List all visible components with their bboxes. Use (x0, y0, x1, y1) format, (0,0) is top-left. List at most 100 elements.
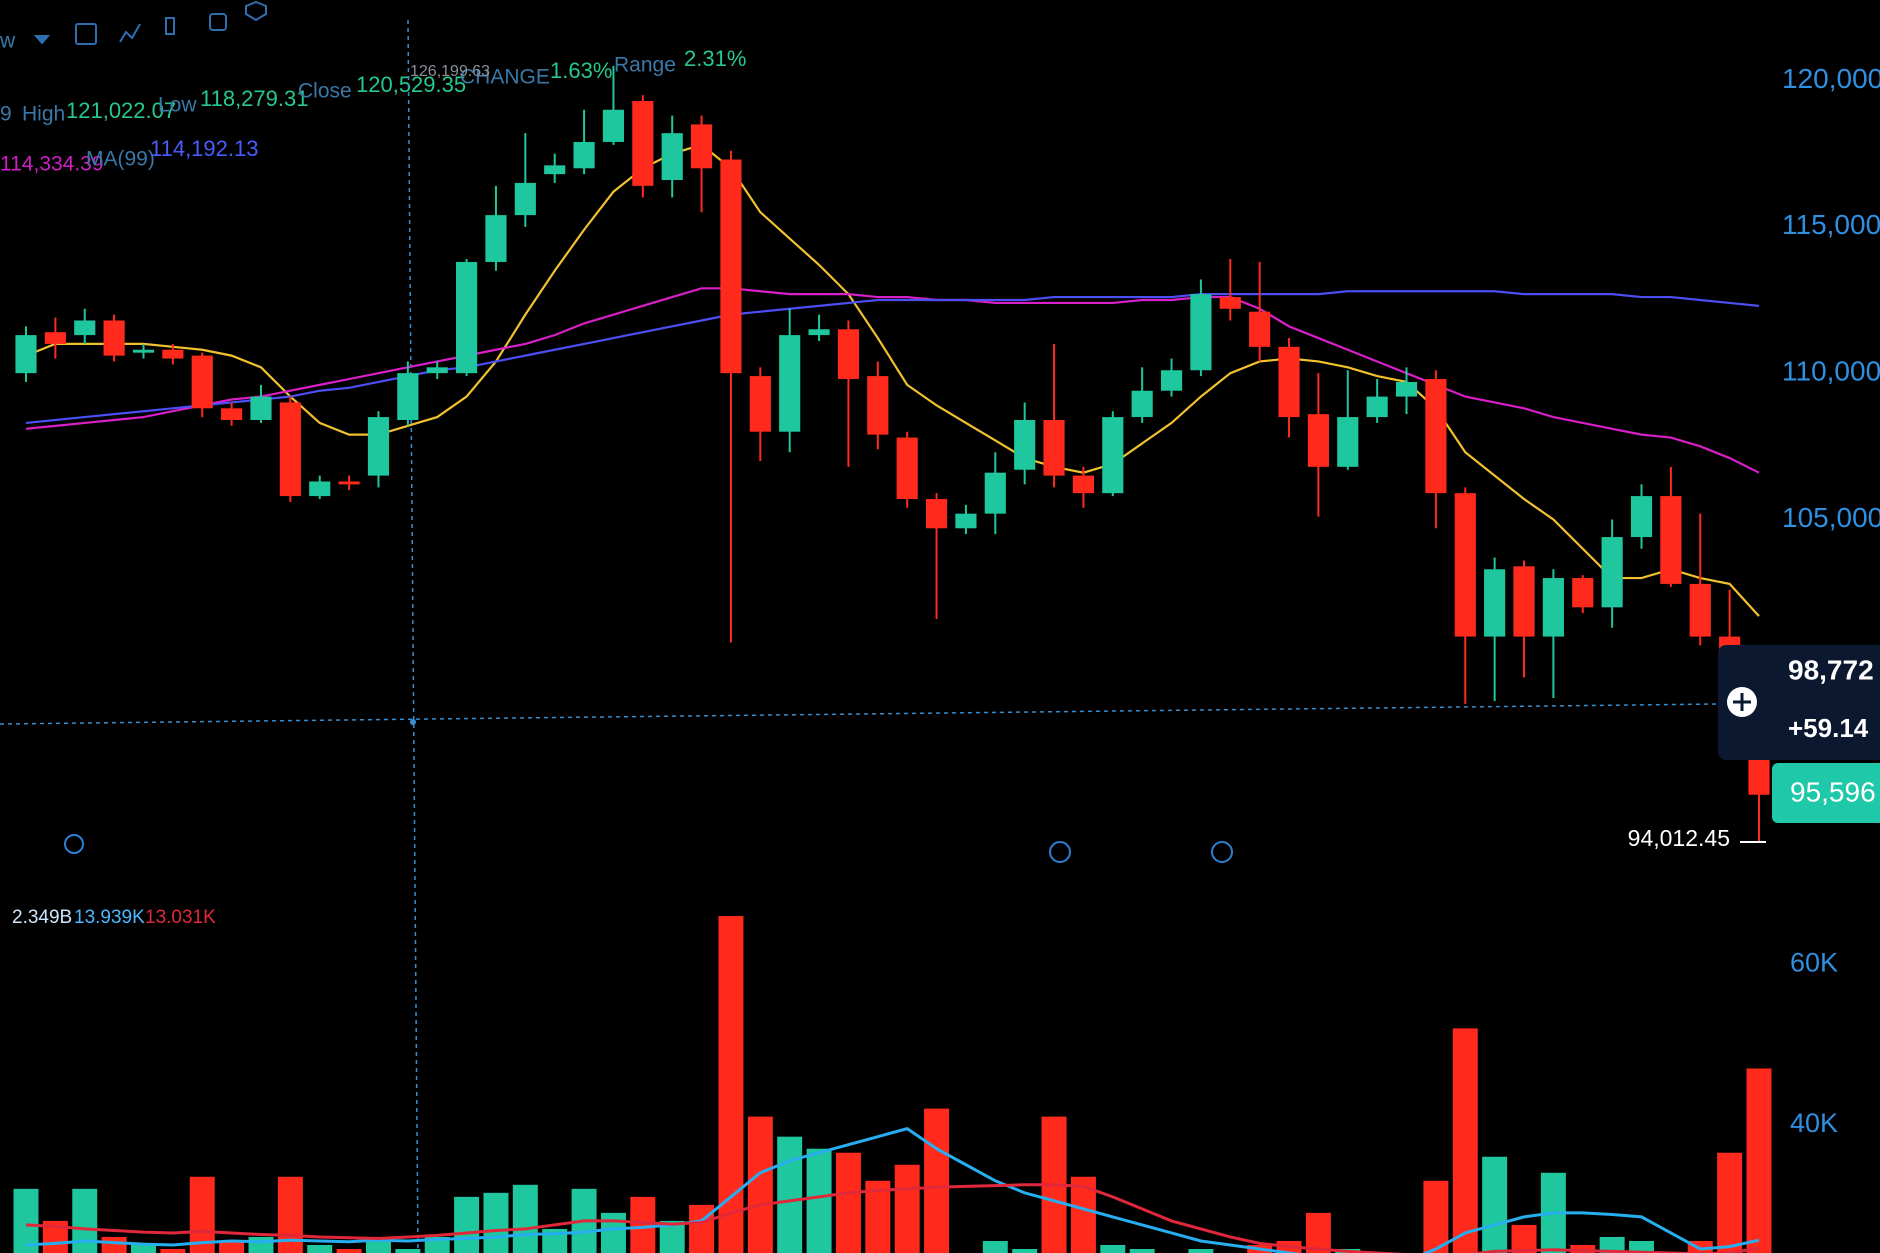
candle-body (1513, 566, 1535, 637)
volume-ma1: 13.939K (74, 907, 145, 928)
volume-bar (454, 1196, 480, 1253)
candle-body (250, 396, 272, 420)
low-label: Low (158, 94, 197, 117)
crosshair-dot (410, 719, 416, 725)
crosshair-price: 98,772 (1788, 654, 1874, 685)
candle-body (984, 472, 1006, 514)
volume-bar (365, 1240, 391, 1253)
candle-body (632, 100, 654, 186)
volume-bar (131, 1244, 156, 1253)
dropdown-arrow[interactable] (33, 35, 51, 45)
volume-panel (13, 916, 1772, 1253)
candle-body (279, 402, 301, 497)
candle-body (1542, 578, 1564, 637)
volume-bar (160, 1248, 186, 1253)
candle-body (1689, 583, 1711, 637)
volume-bar (924, 1108, 950, 1253)
moving-average-line (25, 287, 1760, 474)
candle-icon[interactable] (165, 17, 175, 35)
event-icon[interactable] (1049, 841, 1071, 863)
toolbar: w (0, 0, 267, 53)
volume-bar (219, 1240, 245, 1253)
ma25-value: 114,334.39 (0, 153, 104, 176)
calendar-icon[interactable] (75, 23, 97, 45)
candle-body (1219, 297, 1241, 309)
low-value: 118,279.31 (200, 86, 308, 111)
candle-body (1572, 578, 1594, 608)
volume-bar (483, 1192, 509, 1253)
candle-body (191, 355, 213, 409)
volume-bar (1599, 1236, 1625, 1253)
ma99-label: MA(99) (86, 148, 155, 171)
volume-bar (1012, 1248, 1038, 1253)
candle-body (808, 329, 830, 336)
change-label: CHANGE (460, 66, 550, 89)
candle-body (132, 349, 155, 353)
volume-bar (894, 1164, 920, 1253)
ma99-value: 114,192.13 (150, 136, 258, 161)
candle-body (896, 437, 918, 500)
candle-body (925, 499, 948, 529)
change-value: 1.63% (550, 58, 612, 83)
plus-icon (1733, 693, 1751, 711)
volume-bar (1305, 1212, 1331, 1253)
candle-body (44, 332, 66, 344)
max-marker: 126,199.63 (410, 63, 490, 80)
volume-bar (1746, 1068, 1772, 1253)
candle-body (1014, 420, 1036, 470)
crosshair-horizontal (0, 703, 1719, 725)
candle-body (544, 165, 566, 175)
volume-ma2: 13.031K (145, 907, 216, 928)
volume-bar (1423, 1180, 1449, 1253)
price-panel (15, 65, 1770, 842)
moving-average-line (25, 143, 1760, 617)
volume-bar (1452, 1028, 1478, 1253)
candle-body (221, 408, 243, 420)
candle-body (1425, 379, 1447, 494)
candle-body (456, 261, 478, 374)
candle-body (1307, 414, 1329, 467)
settings-icon[interactable] (245, 0, 267, 22)
event-icon[interactable] (64, 834, 84, 854)
volume-bar (1629, 1240, 1654, 1253)
volume-bar (1511, 1224, 1537, 1253)
volume-bar (512, 1184, 538, 1253)
candle-body (867, 376, 889, 435)
candle-body (1190, 294, 1212, 371)
interval-label[interactable]: w (0, 30, 16, 53)
candle-body (1366, 396, 1388, 418)
axes: 120,000 115,000 110,000 105,000 60K 40K (1782, 63, 1880, 1138)
candle-body (1131, 390, 1153, 418)
volume-bar (13, 1188, 39, 1253)
y-tick-label: 40K (1790, 1108, 1838, 1138)
candle-body (1249, 311, 1271, 347)
candle-body (367, 417, 390, 476)
y-tick-label: 60K (1790, 947, 1838, 977)
candle-body (74, 320, 96, 336)
indicator-icon[interactable] (209, 13, 227, 31)
close-label: Close (298, 80, 352, 103)
line-icon[interactable] (119, 23, 141, 43)
volume-bar (1100, 1244, 1126, 1253)
volume-ma-line (25, 1183, 1760, 1253)
volume-bar (777, 1136, 803, 1253)
candle-body (720, 159, 742, 374)
volume-bar (395, 1248, 421, 1253)
candle-body (338, 481, 360, 485)
candle-body (573, 141, 595, 169)
y-tick-label: 110,000 (1782, 356, 1880, 387)
volume-bar (248, 1236, 274, 1253)
event-icon[interactable] (1211, 841, 1233, 863)
volume-bar (189, 1176, 215, 1253)
volume-bar (630, 1196, 656, 1253)
volume-bar (101, 1236, 127, 1253)
candle-body (426, 367, 448, 374)
candle-body (1601, 537, 1623, 608)
candle-body (837, 329, 860, 380)
volume-bar (982, 1240, 1008, 1253)
candle-body (103, 320, 125, 356)
y-tick-label: 120,000 (1782, 63, 1880, 94)
crosshair-tag (1718, 645, 1880, 760)
volume-bar (72, 1188, 98, 1253)
